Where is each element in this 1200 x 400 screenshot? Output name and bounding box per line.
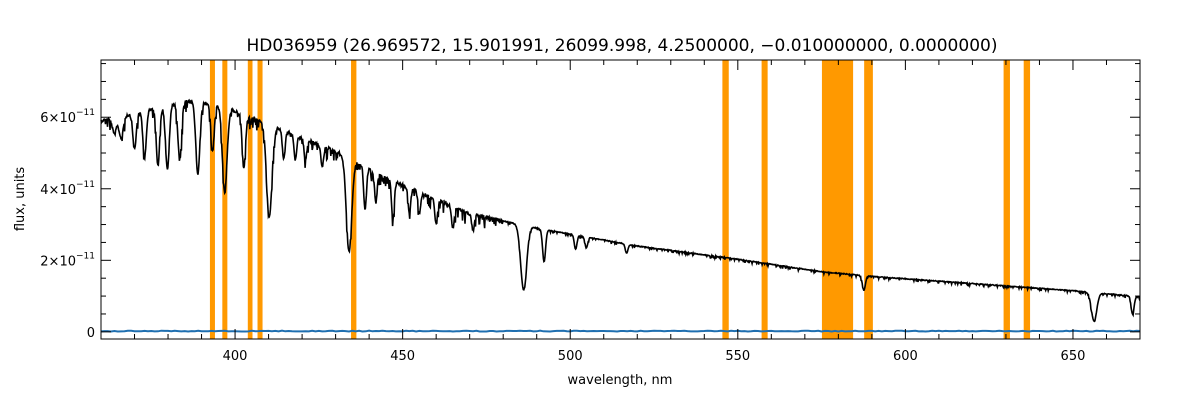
masked-band-10 <box>1023 60 1031 339</box>
masked-band-9 <box>1003 60 1010 339</box>
y-tick-label: 2×10−11 <box>40 251 95 269</box>
masked-band-4 <box>351 60 357 339</box>
series-layer <box>100 98 1141 333</box>
masked-band-0 <box>209 60 215 339</box>
masked-band-2 <box>247 60 253 339</box>
error-line <box>100 329 1141 333</box>
x-tick-label: 500 <box>558 349 583 364</box>
y-tick-label: 4×10−11 <box>40 180 95 198</box>
x-tick-label: 600 <box>893 349 918 364</box>
chart-title: HD036959 (26.969572, 15.901991, 26099.99… <box>247 36 998 56</box>
y-axis: 0 2×10−11 4×10−11 6×10−11 <box>40 63 1140 341</box>
y-axis-label: flux, units <box>13 167 28 232</box>
x-tick-label: 650 <box>1061 349 1086 364</box>
masked-band-6 <box>761 60 768 339</box>
masked-band-1 <box>222 60 228 339</box>
x-axis: 400 450 500 550 600 650 <box>134 60 1107 364</box>
masked-band-7 <box>821 60 854 339</box>
masked-bands-layer <box>209 60 1031 339</box>
masked-band-3 <box>257 60 263 339</box>
masked-band-5 <box>722 60 729 339</box>
x-tick-label: 550 <box>725 349 750 364</box>
x-axis-label: wavelength, nm <box>568 373 673 388</box>
y-tick-label: 6×10−11 <box>40 108 95 126</box>
masked-band-8 <box>864 60 873 339</box>
plot-frame <box>100 59 1141 340</box>
y-tick-label: 0 <box>87 326 95 341</box>
x-tick-label: 450 <box>390 349 415 364</box>
x-tick-label: 400 <box>223 349 248 364</box>
flux-spectrum-line <box>100 98 1141 323</box>
